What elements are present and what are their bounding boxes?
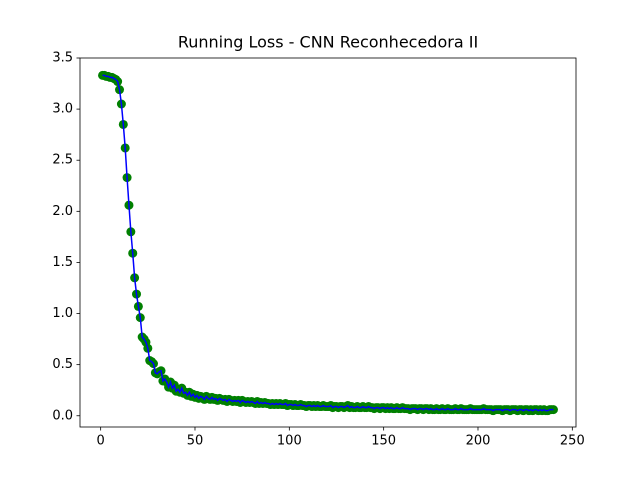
data-point (548, 405, 558, 415)
chart-title: Running Loss - CNN Reconhecedora II (178, 33, 478, 52)
y-tick-label: 2.0 (52, 204, 73, 219)
x-tick-label: 150 (371, 434, 396, 449)
y-tick-label: 0.5 (52, 357, 73, 372)
x-tick-label: 100 (277, 434, 302, 449)
y-tick-label: 0.0 (52, 408, 73, 423)
y-tick-label: 3.5 (52, 51, 73, 66)
plot-frame (79, 57, 577, 428)
x-tick-label: 200 (466, 434, 491, 449)
x-tick-label: 50 (187, 434, 204, 449)
y-tick-label: 3.0 (52, 102, 73, 117)
x-tick-label: 250 (560, 434, 585, 449)
y-tick-label: 2.5 (52, 153, 73, 168)
x-tick-label: 0 (97, 434, 105, 449)
data-line (102, 74, 554, 412)
y-tick-label: 1.5 (52, 255, 73, 270)
y-tick-label: 1.0 (52, 306, 73, 321)
